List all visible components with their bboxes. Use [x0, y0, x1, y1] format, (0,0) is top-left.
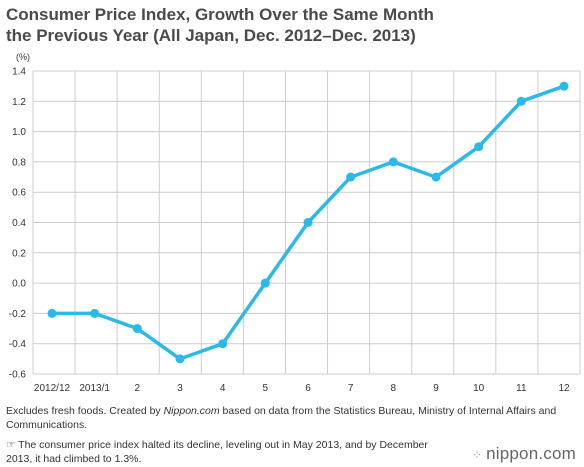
x-tick-label: 5 — [263, 383, 269, 394]
y-tick-label: 0.6 — [12, 188, 26, 199]
y-tick-label: 0.8 — [12, 157, 26, 168]
gridlines — [32, 70, 581, 375]
x-tick-label: 11 — [516, 383, 527, 394]
data-point — [175, 354, 185, 364]
chart-title: Consumer Price Index, Growth Over the Sa… — [6, 4, 576, 46]
y-tick-label: 0.4 — [12, 218, 26, 229]
y-axis-unit-label: (%) — [16, 52, 30, 62]
x-tick-label: 2013/1 — [79, 383, 110, 394]
source-name: Nippon.com — [163, 405, 220, 417]
data-point — [559, 81, 569, 91]
pointing-hand-icon: ☞ — [6, 439, 16, 451]
x-tick-label: 8 — [391, 383, 397, 394]
comment-text: ☞ The consumer price index halted its de… — [6, 439, 428, 465]
x-axis-ticks: 2012/12 2013/1 2 3 4 5 6 7 8 9 10 11 12 — [34, 383, 570, 394]
y-tick-label: -0.4 — [9, 339, 27, 350]
cpi-line-chart: (%) 1.4 1.2 1.0 0.8 0.6 0.4 0.2 0.0 -0.2 -0.4 -0.6… — [9, 52, 581, 394]
brand-dots-icon: ⁘ — [472, 448, 484, 462]
y-tick-label: 1.0 — [12, 127, 26, 138]
chart-title-line-1: Consumer Price Index, Growth Over the Sa… — [6, 5, 434, 24]
x-tick-label: 10 — [473, 383, 485, 394]
chart-title-line-2: the Previous Year (All Japan, Dec. 2012–… — [6, 26, 416, 45]
x-tick-label: 6 — [305, 383, 311, 394]
y-tick-label: 0.2 — [12, 248, 26, 259]
data-point — [260, 278, 270, 288]
x-tick-label: 9 — [433, 383, 439, 394]
y-tick-label: 0.0 — [12, 279, 26, 290]
y-tick-label: 1.2 — [12, 97, 26, 108]
x-tick-label: 4 — [220, 383, 226, 394]
x-tick-label: 7 — [348, 383, 354, 394]
data-point — [90, 308, 100, 318]
data-point — [474, 142, 484, 152]
cpi-series — [47, 81, 569, 364]
x-tick-label: 3 — [177, 383, 183, 394]
source-note: Excludes fresh foods. Created by Nippon.… — [6, 405, 557, 431]
data-point — [346, 172, 356, 182]
data-point — [431, 172, 441, 182]
y-tick-label: -0.2 — [9, 309, 27, 320]
data-point — [516, 96, 526, 106]
data-point — [132, 324, 142, 334]
data-point — [388, 157, 398, 167]
x-tick-label: 2 — [135, 383, 141, 394]
data-point — [47, 308, 57, 318]
y-axis-ticks: 1.4 1.2 1.0 0.8 0.6 0.4 0.2 0.0 -0.2 -0.4 -0.6 — [9, 67, 27, 381]
y-tick-label: -0.6 — [9, 370, 27, 381]
x-tick-label: 2012/12 — [34, 383, 71, 394]
data-point — [218, 339, 228, 349]
brand-logo: ⁘ nippon.com — [472, 444, 576, 463]
data-point — [303, 218, 313, 227]
y-tick-label: 1.4 — [12, 67, 26, 78]
x-tick-label: 12 — [558, 383, 570, 394]
